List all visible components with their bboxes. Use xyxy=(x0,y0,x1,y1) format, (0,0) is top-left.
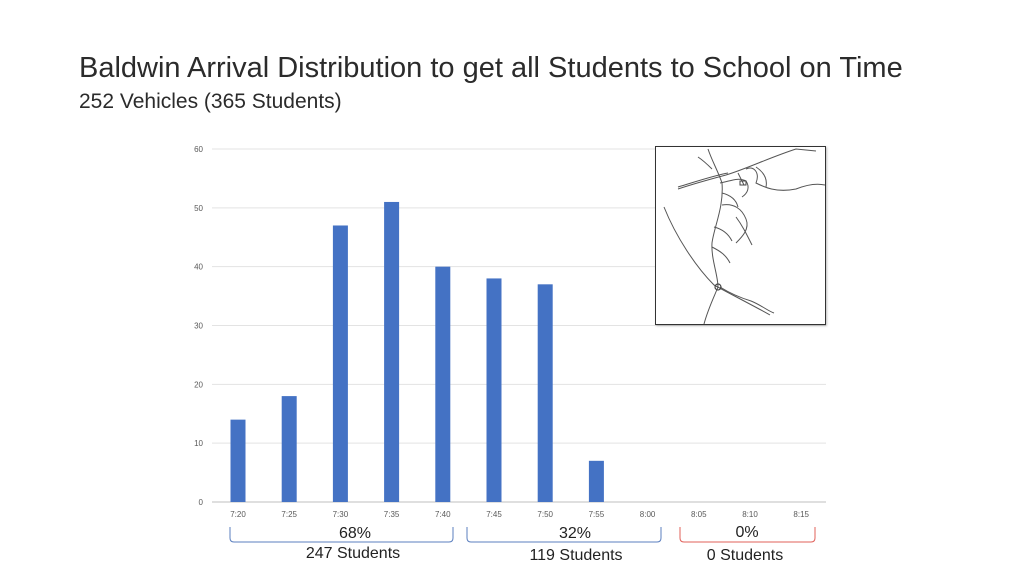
group-2-percent: 32% xyxy=(558,525,592,542)
x-tick-label: 8:10 xyxy=(742,510,758,519)
x-tick-label: 7:45 xyxy=(486,510,502,519)
gridlines xyxy=(212,148,826,503)
page-subtitle: 252 Vehicles (365 Students) xyxy=(79,90,342,113)
group-1-students: 247 Students xyxy=(305,545,401,562)
group-1-percent: 68% xyxy=(338,525,372,542)
x-tick-label: 7:55 xyxy=(589,510,605,519)
road-map-icon xyxy=(655,146,826,325)
y-tick-label: 20 xyxy=(194,380,203,389)
bar-725 xyxy=(281,396,297,502)
y-tick-label: 30 xyxy=(194,322,203,331)
y-tick-label: 10 xyxy=(194,439,203,448)
x-tick-label: 8:05 xyxy=(691,510,707,519)
bars xyxy=(230,201,604,502)
x-tick-label: 8:00 xyxy=(640,510,656,519)
group-bracket xyxy=(229,527,454,543)
x-tick-label: 7:35 xyxy=(384,510,400,519)
x-tick-label: 7:30 xyxy=(333,510,349,519)
bar-720 xyxy=(230,419,246,502)
x-tick-label: 7:50 xyxy=(537,510,553,519)
bar-735 xyxy=(384,201,400,502)
y-tick-label: 0 xyxy=(199,498,204,507)
group-bracket xyxy=(679,527,816,543)
bar-750 xyxy=(537,284,553,502)
x-tick-label: 7:25 xyxy=(281,510,297,519)
bar-745 xyxy=(486,278,502,502)
group-2-students: 119 Students xyxy=(529,547,623,564)
page-title: Baldwin Arrival Distribution to get all … xyxy=(79,52,903,84)
x-tick-label: 7:20 xyxy=(230,510,246,519)
group-3-percent: 0% xyxy=(735,524,759,541)
road-map-drawing xyxy=(663,148,826,325)
y-axis-ticks: 0 10 20 30 40 50 60 xyxy=(194,145,203,507)
x-tick-label: 7:40 xyxy=(435,510,451,519)
bar-730 xyxy=(332,225,348,502)
y-tick-label: 40 xyxy=(194,263,203,272)
x-axis-ticks: 7:20 7:25 7:30 7:35 7:40 7:45 7:50 7:55 8:00 8:05… xyxy=(230,510,809,519)
y-tick-label: 60 xyxy=(194,145,203,154)
y-tick-label: 50 xyxy=(194,204,203,213)
x-tick-label: 8:15 xyxy=(793,510,809,519)
group-3-students: 0 Students xyxy=(706,547,784,564)
group-bracket xyxy=(466,527,662,543)
bar-740 xyxy=(435,266,451,502)
bar-755 xyxy=(588,460,604,502)
group-brackets xyxy=(229,527,816,543)
